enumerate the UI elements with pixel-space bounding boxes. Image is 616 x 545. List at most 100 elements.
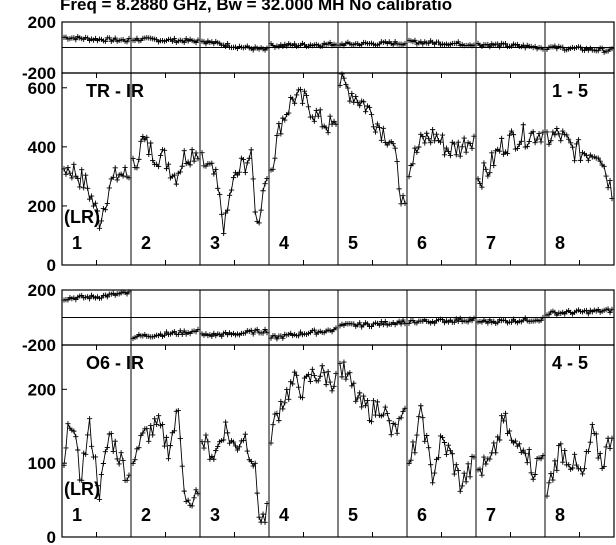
group-2-amp-series-4-point-26 (319, 363, 325, 369)
group-1-amp-series-8-point-15 (573, 141, 580, 147)
group-1-phase-series-3 (199, 38, 270, 53)
group-2-amp-series-7-point-25 (524, 460, 530, 466)
group-1-amp-series-6-point-20 (445, 148, 451, 155)
group-2-amp-series-8-line (546, 424, 613, 497)
group-1-amp-series-8-point-10 (564, 132, 570, 138)
group-2-phase-series-6-point-17 (439, 316, 446, 323)
group-1-amp-series-3-point-30 (258, 207, 264, 213)
group-1-amp-series-2-point-22 (173, 181, 179, 187)
group-1-amp-series-8-point-20 (583, 152, 589, 159)
group-1-amp-series-1-point-2 (65, 165, 71, 171)
group-2-amp-series-3-point-1 (201, 445, 207, 451)
group-2-phase-series-7-point-10 (495, 320, 501, 326)
group-1-amp-series-3-point-18 (234, 172, 241, 178)
group-1-amp-series-7-point-17 (508, 128, 515, 134)
group-2-phase-series-4-point-6 (280, 335, 286, 341)
group-1-amp-series-6-point-4 (414, 149, 420, 155)
group-1-amp-series-5-point-2 (341, 75, 347, 81)
group-1-amp-series-5-line (339, 72, 406, 205)
group-2-amp-series-4-point-4 (276, 418, 282, 424)
group-1-amp-series-1-point-12 (85, 185, 91, 191)
group-2-amp-series-8-point-26 (595, 455, 601, 461)
group-2-amp-series-6-point-23 (451, 471, 457, 477)
group-1-amp-series-8-point-17 (577, 157, 584, 163)
group-2-amp-series-4-point-6 (280, 406, 286, 412)
group-1-amp-series-5-point-19 (374, 121, 381, 127)
group-1-amp-series-6-point-23 (451, 141, 457, 147)
group-2-amp-series-3-point-26 (250, 463, 256, 469)
group-1-phase-series-7-point-6 (487, 44, 493, 50)
group-1-phase-series-5-point-27 (390, 42, 396, 48)
group-2-amp-series-2-point-10 (150, 432, 156, 438)
group-1-amp-series-5-point-28 (392, 145, 398, 151)
group-1-amp-series-8-point-21 (585, 157, 591, 163)
group-1-amp-series-1-point-13 (87, 196, 93, 202)
group-2-amp-series-5-point-5 (347, 370, 353, 376)
group-2-amp-series-8-point-3 (550, 477, 556, 483)
group-1-amp-series-3-point-7 (213, 166, 219, 172)
group-1-phase-series-4 (268, 39, 339, 51)
group-2-amp-series-6-point-9 (424, 432, 430, 439)
group-1-amp-series-1-point-8 (77, 184, 83, 190)
group-1-amp-series-5-point-15 (366, 104, 373, 111)
group-2-amp-series-6-point-19 (443, 451, 450, 458)
group-2-amp-series-7-point-14 (502, 410, 509, 416)
group-2-amp-tick-1: 100 (28, 454, 56, 473)
group-1-phase-series-5 (337, 39, 408, 49)
group-1-amp-series-3-point-31 (260, 188, 266, 194)
group-2-amp-series-8-point-8 (560, 459, 566, 465)
group-1-amp-series-5-point-9 (355, 99, 361, 105)
group-2-corner-label: 4 - 5 (552, 353, 588, 373)
group-2-amp-series-2-point-1 (132, 457, 138, 463)
group-2-amp-series-6-point-25 (455, 467, 461, 474)
group-1-amp-series-7-point-11 (497, 148, 503, 154)
group-1-amp-series-7-point-25 (524, 143, 530, 150)
group-2-amp-series-8-point-2 (548, 471, 554, 477)
group-1-amp-series-5-point-20 (376, 124, 382, 131)
group-1-amp-series-2-point-7 (144, 134, 150, 140)
group-2-amp-series-5-point-2 (341, 359, 347, 365)
group-2-amp-series-7-point-28 (530, 476, 536, 482)
group-1-amp-series-2-point-16 (161, 147, 168, 153)
group-2-amp-series-6-point-4 (414, 432, 420, 438)
group-1-amp-series-2-point-2 (134, 165, 140, 171)
group-2-amp-series-7-point-2 (479, 472, 485, 478)
group-1-panel-number-5: 5 (348, 233, 358, 253)
group-2-amp-series-8-point-5 (554, 467, 560, 473)
group-2-amp-series-1-point-6 (73, 434, 79, 440)
group-1-amp-series-5-point-29 (394, 158, 400, 165)
group-1-amp-series-5-point-32 (400, 193, 406, 199)
group-1-amp-series-6-point-28 (461, 135, 467, 141)
group-1-amp-tick-3: 0 (47, 256, 56, 275)
group-2-amp-series-5-point-22 (380, 412, 386, 418)
group-2-amp-series-4-point-7 (282, 400, 288, 406)
group-2-amp-series-1-point-20 (100, 460, 106, 467)
group-1-panel-number-6: 6 (417, 233, 427, 253)
group-1-amp-series-8-point-31 (605, 185, 611, 191)
group-2-amp-series-7-point-24 (522, 451, 528, 457)
group-2-phase-series-7-point-24 (522, 315, 528, 321)
group-1-amp-series-5-point-8 (353, 93, 359, 100)
group-1-phase-series-1 (61, 33, 132, 45)
group-2-amp-series-1-point-14 (88, 443, 95, 449)
group-2-phase-series-1 (61, 289, 132, 303)
group-2-panel-number-1: 1 (72, 505, 82, 525)
group-2-phase-series-7-point-17 (508, 319, 515, 325)
group-2-phase-series-3-point-26 (250, 331, 256, 337)
group-1-amp-series-5-point-10 (357, 103, 363, 109)
group-2-amp-series-1-point-29 (118, 450, 124, 456)
group-1-amp-series-7-point-32 (538, 139, 544, 145)
group-1-amp-series-5-point-13 (363, 109, 369, 115)
group-2-amp-series-2-point-25 (179, 463, 185, 469)
group-1-amp-series-7-point-0 (475, 176, 481, 182)
group-2-amp-series-8-point-9 (562, 447, 568, 454)
group-2-amp-series-4-point-13 (294, 372, 300, 378)
group-1-amp-series-2-point-33 (195, 156, 201, 162)
group-1-amp-series-6 (406, 127, 477, 180)
group-2-phase-series-8-line (546, 308, 613, 316)
group-1-amp-series-7-point-22 (518, 138, 524, 144)
group-2-phase-series-2-point-33 (195, 326, 201, 332)
group-2-phase-tick-bottom: -200 (22, 336, 56, 355)
group-1-amp-series-6-point-32 (469, 145, 475, 151)
group-2-amp-series-1-point-2 (65, 421, 71, 427)
